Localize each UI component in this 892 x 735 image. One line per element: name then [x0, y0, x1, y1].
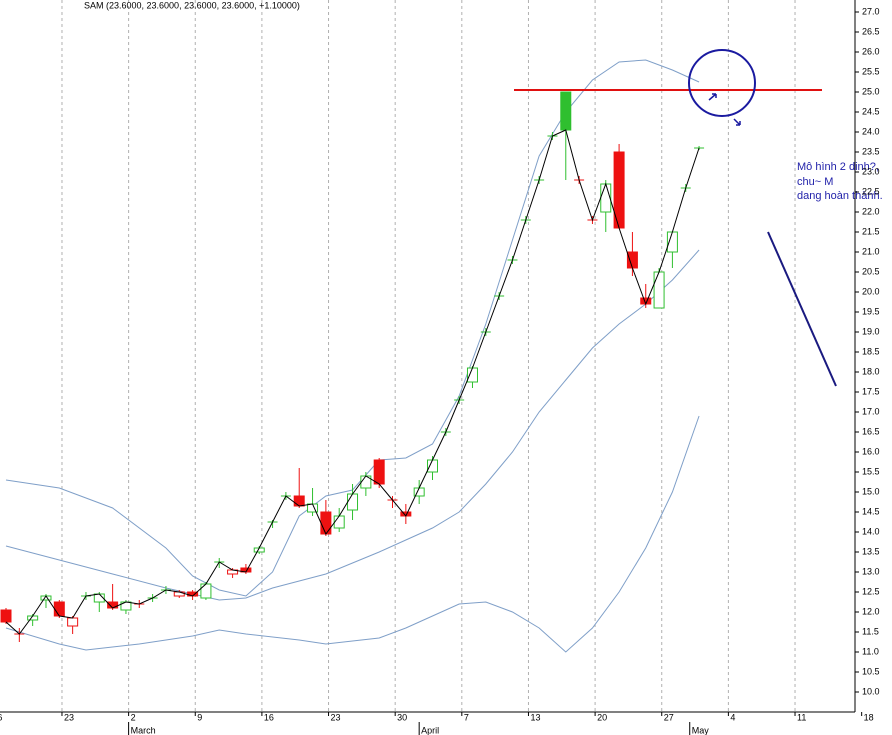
y-tick-label: 22.0 — [862, 206, 880, 216]
x-tick-label: 2 — [131, 712, 136, 722]
month-label: March — [131, 725, 156, 735]
y-tick-label: 13.0 — [862, 566, 880, 576]
annotation: dang hoàn thành. — [797, 190, 883, 202]
candle-body — [347, 493, 359, 511]
x-tick-label: 6 — [0, 712, 2, 722]
y-tick-label: 24.0 — [862, 126, 880, 136]
y-tick-label: 12.0 — [862, 606, 880, 616]
y-tick-label: 10.5 — [862, 666, 880, 676]
grid — [61, 0, 796, 712]
chart-title: SAM (23.6000, 23.6000, 23.6000, 23.6000,… — [84, 0, 300, 10]
y-tick-label: 25.0 — [862, 86, 880, 96]
close-line — [5, 129, 700, 635]
y-tick-label: 13.5 — [862, 546, 880, 556]
y-tick-label: 17.0 — [862, 406, 880, 416]
y-tick-label: 19.5 — [862, 306, 880, 316]
y-tick-label: 21.0 — [862, 246, 880, 256]
candle-body — [53, 601, 65, 617]
y-tick-label: 18.5 — [862, 346, 880, 356]
candle-body — [653, 271, 665, 309]
y-tick-label: 26.0 — [862, 46, 880, 56]
y-tick-label: 21.5 — [862, 226, 880, 236]
candles — [0, 91, 705, 642]
candle-body — [600, 183, 612, 213]
bollinger-band — [5, 415, 700, 653]
candle-body — [0, 609, 12, 623]
y-tick-label: 11.0 — [862, 646, 879, 656]
y-tick-label: 20.0 — [862, 286, 880, 296]
bollinger-band — [5, 59, 700, 597]
y-tick-label: 19.0 — [862, 326, 880, 336]
y-tick-label: 23.5 — [862, 146, 880, 156]
x-tick-label: 27 — [664, 712, 674, 722]
x-tick-label: 23 — [331, 712, 341, 722]
y-tick-label: 11.5 — [862, 626, 879, 636]
y-tick-label: 22.5 — [862, 186, 880, 196]
candle-body — [373, 459, 385, 485]
arrow — [733, 118, 741, 126]
candle-body — [560, 91, 572, 131]
y-tick-label: 25.5 — [862, 66, 880, 76]
x-tick-label: 4 — [730, 712, 735, 722]
y-tick-label: 16.5 — [862, 426, 880, 436]
x-tick-label: 16 — [264, 712, 274, 722]
candle-body — [626, 251, 638, 269]
candle-body — [200, 583, 212, 599]
y-tick-label: 23.0 — [862, 166, 880, 176]
annotation: chu~ M — [797, 176, 833, 188]
x-tick-label: 23 — [64, 712, 74, 722]
x-tick-label: 30 — [397, 712, 407, 722]
y-tick-label: 18.0 — [862, 366, 880, 376]
y-tick-label: 14.0 — [862, 526, 880, 536]
annotation: Mô hình 2 dinh?, — [797, 161, 879, 173]
y-tick-label: 15.0 — [862, 486, 880, 496]
y-tick-label: 17.5 — [862, 386, 880, 396]
y-tick-label: 26.5 — [862, 26, 880, 36]
y-tick-label: 27.0 — [862, 6, 880, 16]
y-tick-label: 10.0 — [862, 686, 880, 696]
x-tick-label: 7 — [464, 712, 469, 722]
month-label: April — [421, 725, 439, 735]
y-tick-label: 15.5 — [862, 466, 880, 476]
x-tick-label: 13 — [530, 712, 540, 722]
x-tick-label: 18 — [864, 712, 874, 722]
highlight-circle — [688, 49, 756, 117]
month-label: May — [692, 725, 710, 735]
arrow — [708, 93, 717, 101]
candle-body — [426, 459, 438, 473]
candle-body — [333, 515, 345, 529]
candle-body — [293, 495, 305, 507]
y-tick-label: 24.5 — [862, 106, 880, 116]
x-tick-label: 20 — [597, 712, 607, 722]
x-tick-label: 11 — [797, 712, 806, 722]
candle-body — [320, 511, 332, 535]
trend-line — [767, 231, 837, 387]
y-tick-label: 14.5 — [862, 506, 880, 516]
candle-body — [466, 367, 478, 383]
y-tick-label: 16.0 — [862, 446, 880, 456]
y-tick-label: 12.5 — [862, 586, 880, 596]
x-tick-label: 9 — [197, 712, 202, 722]
candle-body — [67, 617, 79, 627]
y-tick-label: 20.5 — [862, 266, 880, 276]
